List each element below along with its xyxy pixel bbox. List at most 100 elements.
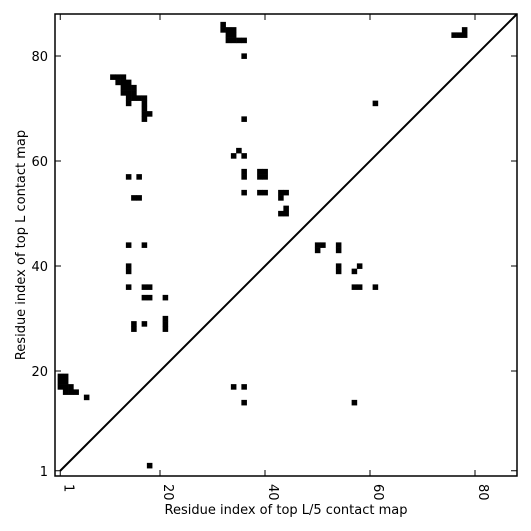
contact-cell	[115, 74, 121, 80]
contact-cell	[125, 263, 132, 269]
contact-cell	[236, 37, 242, 44]
contact-cell	[220, 27, 226, 33]
x-tick-label: 60	[370, 484, 385, 501]
contact-cell	[225, 27, 232, 33]
contact-cell	[115, 79, 121, 86]
contact-cell	[278, 195, 284, 201]
contact-cell	[283, 189, 289, 196]
contact-cell	[257, 189, 263, 196]
contact-cell	[335, 268, 342, 275]
contact-cell	[241, 53, 247, 59]
contact-cell	[351, 284, 358, 290]
contact-cell	[262, 189, 268, 196]
contact-cell	[278, 189, 284, 196]
contact-cell	[125, 79, 132, 86]
x-axis-label: Residue index of top L/5 contact map	[165, 503, 408, 518]
contact-cell	[283, 210, 289, 217]
contact-cell	[146, 462, 153, 469]
y-tick-label: 1	[40, 465, 48, 480]
contact-cell	[62, 389, 69, 395]
contact-cell	[230, 153, 237, 159]
contact-cell	[351, 268, 358, 275]
contact-cell	[241, 116, 247, 122]
contact-cell	[83, 394, 90, 401]
contact-cell	[136, 95, 142, 101]
contact-cell	[57, 378, 64, 385]
contact-cell	[241, 153, 247, 159]
x-tick-label: 80	[475, 484, 490, 501]
contact-cell	[62, 378, 69, 385]
contact-cell	[131, 84, 137, 91]
contact-cell	[141, 294, 148, 301]
y-tick-label: 40	[31, 260, 48, 275]
contact-cell	[141, 242, 148, 248]
contact-cells	[57, 21, 468, 469]
contact-cell	[278, 210, 284, 217]
contact-cell	[225, 37, 232, 44]
contact-cell	[141, 105, 148, 112]
contact-cell	[146, 294, 153, 301]
contact-cell	[131, 195, 137, 201]
contact-cell	[125, 242, 132, 248]
contact-cell	[451, 32, 457, 38]
contact-cell	[125, 95, 132, 101]
contact-cell	[120, 74, 127, 80]
contact-cell	[257, 168, 263, 175]
contact-cell	[125, 100, 132, 107]
contact-cell	[120, 90, 127, 96]
plot-frame	[54, 13, 518, 477]
y-tick-label: 80	[31, 50, 48, 65]
contact-cell	[57, 384, 64, 390]
contact-cell	[125, 284, 132, 290]
contact-cell	[162, 315, 169, 322]
contact-cell	[283, 205, 289, 212]
y-tick-label: 60	[31, 155, 48, 170]
contact-cell	[125, 84, 132, 91]
contact-cell	[162, 294, 169, 301]
contact-cell	[68, 389, 74, 395]
contact-cell	[136, 174, 142, 180]
contact-cell	[131, 326, 137, 332]
contact-cell	[262, 168, 268, 175]
contact-cell	[351, 399, 358, 406]
contact-cell	[162, 321, 169, 327]
contact-cell	[262, 174, 268, 180]
y-tick-label: 20	[31, 365, 48, 380]
contact-cell	[136, 195, 142, 201]
x-tick-label: 20	[160, 484, 175, 501]
contact-cell	[461, 32, 468, 38]
contact-cell	[241, 37, 247, 44]
contact-cell	[230, 37, 237, 44]
contact-cell	[314, 242, 321, 248]
contact-cell	[146, 284, 153, 290]
contact-cell	[125, 174, 132, 180]
contact-cell	[141, 284, 148, 290]
contact-cell	[220, 21, 226, 28]
contact-cell	[131, 321, 137, 327]
contact-cell	[241, 168, 247, 175]
contact-cell	[335, 247, 342, 254]
contact-cell	[162, 326, 169, 332]
x-tick-label: 1	[60, 484, 75, 492]
contact-cell	[62, 384, 69, 390]
contact-cell	[241, 384, 247, 390]
contact-cell	[68, 384, 74, 390]
contact-cell	[230, 32, 237, 38]
contact-cell	[372, 100, 379, 107]
contact-cell	[141, 111, 148, 117]
contact-cell	[125, 90, 132, 96]
contact-cell	[236, 147, 242, 154]
contact-cell	[225, 32, 232, 38]
contact-cell	[141, 100, 148, 107]
contact-cell	[230, 384, 237, 390]
contact-cell	[230, 27, 237, 33]
diagonal-line	[59, 13, 518, 472]
axis-ticks: 1 20 40 60 80 1 20 40 60 80	[31, 14, 517, 501]
contact-cell	[320, 242, 326, 248]
contact-cell	[257, 174, 263, 180]
contact-cell	[110, 74, 116, 80]
contact-cell	[335, 242, 342, 248]
contact-cell	[241, 174, 247, 180]
contact-cell	[120, 79, 127, 86]
contact-cell	[456, 32, 463, 38]
